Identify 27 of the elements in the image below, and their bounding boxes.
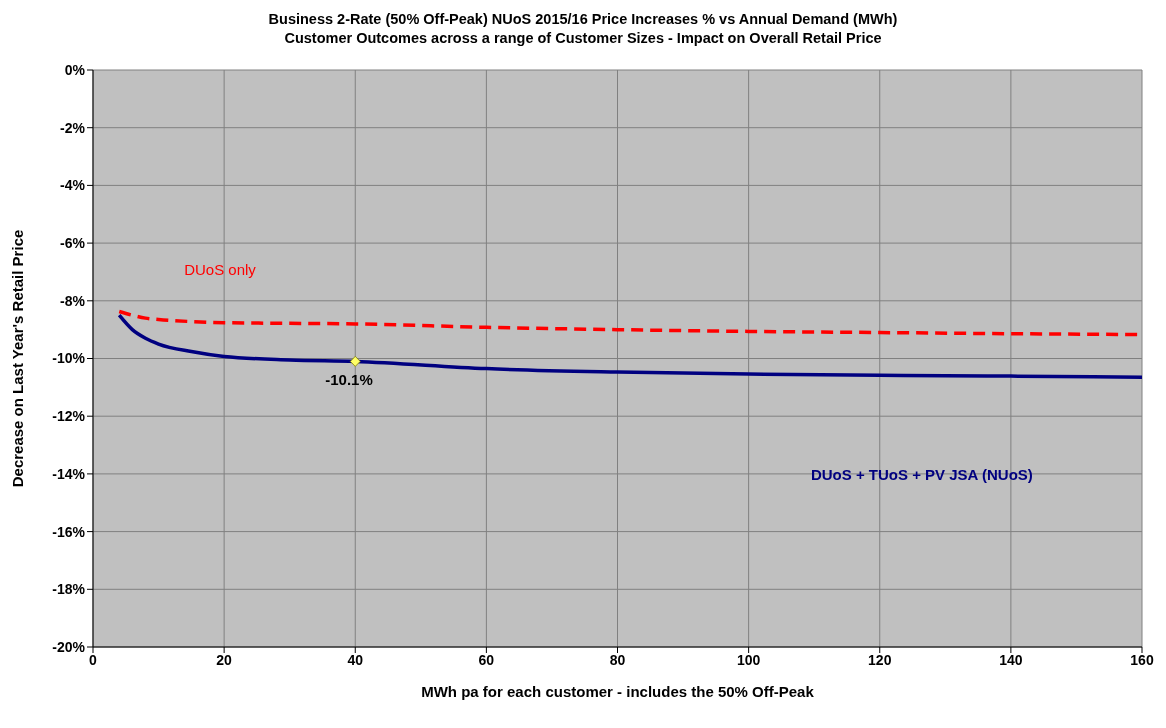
text: DUoS + TUoS + PV JSA (NUoS) (810, 466, 1033, 484)
y-tick-label: 0% (64, 61, 86, 78)
y-tick-label: -10% (52, 350, 86, 367)
x-tick-label: 160 (1130, 651, 1154, 668)
x-axis-title: MWh pa for each customer - includes the 50% Off-Peak (421, 683, 815, 700)
y-tick-label: -6% (60, 235, 86, 252)
y-tick-label: -14% (52, 465, 86, 482)
text: DUoS only (184, 260, 256, 278)
y-tick-label: -8% (60, 292, 86, 309)
x-tick-label: 80 (609, 651, 626, 668)
y-tick-label: -16% (52, 523, 86, 540)
x-tick-label: 120 (868, 651, 892, 668)
x-tick-label: 20 (216, 651, 233, 668)
y-tick-label: -4% (60, 177, 86, 194)
x-tick-label: 60 (478, 651, 495, 668)
x-tick-label: 100 (736, 651, 761, 668)
chart-title: Business 2-Rate (50% Off-Peak) NUoS 2015/16 Price Increases % vs Annual Demand (MWh) (267, 10, 899, 29)
x-tick-label: 0 (89, 651, 98, 668)
y-tick-label: -12% (52, 408, 86, 425)
y-tick-label: -18% (52, 581, 86, 598)
x-tick-label: 140 (999, 651, 1023, 668)
x-tick-label: 40 (347, 651, 364, 668)
y-axis-title: Decrease on Last Year's Retail Price (9, 229, 27, 488)
y-tick-label: -2% (60, 119, 86, 136)
annotation: -10.1% (325, 371, 373, 389)
chart-subtitle: Customer Outcomes across a range of Customer Sizes - Impact on Overall Retail Price (283, 29, 883, 48)
y-tick-label: -20% (52, 638, 86, 655)
